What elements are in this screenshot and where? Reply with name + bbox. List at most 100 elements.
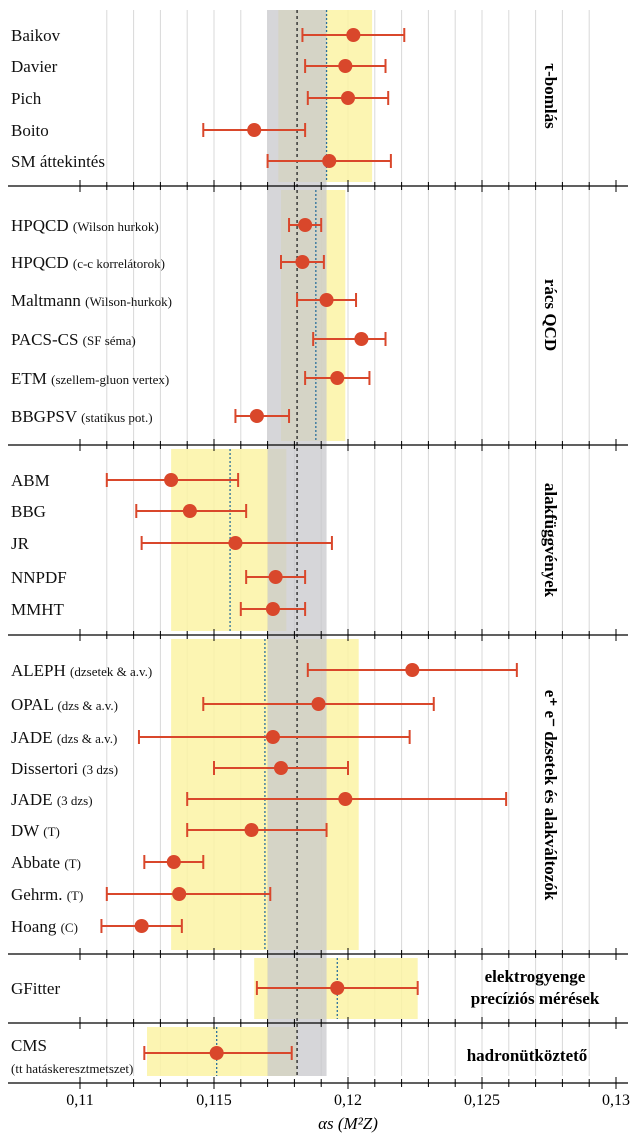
data-point <box>244 823 259 837</box>
measurement-name: OPAL <box>11 695 53 714</box>
data-point <box>164 473 179 487</box>
measurement-name: Davier <box>11 57 58 76</box>
data-point <box>346 28 361 42</box>
data-point <box>295 255 310 269</box>
measurement-name: Gehrm. <box>11 885 62 904</box>
measurement-name: Dissertori <box>11 759 78 778</box>
measurement-name: ETM <box>11 369 47 388</box>
data-point <box>166 855 181 869</box>
measurement-note: (szellem-gluon vertex) <box>51 372 169 387</box>
x-tick-label: 0,115 <box>196 1092 231 1109</box>
measurement-label: MMHT <box>11 600 65 619</box>
measurement-name: Maltmann <box>11 291 81 310</box>
data-point <box>265 602 280 616</box>
measurement-label: DW (T) <box>11 821 60 840</box>
x-tick-label: 0,11 <box>66 1092 93 1109</box>
measurement-label: ABM <box>11 471 50 490</box>
x-tick-label: 0,125 <box>464 1092 500 1109</box>
measurement-label: PACS-CS (SF séma) <box>11 330 136 349</box>
measurement-name: JADE <box>11 790 53 809</box>
measurement-note: (dzsetek & a.v.) <box>70 664 152 679</box>
measurement-name: SM áttekintés <box>11 152 105 171</box>
measurement-name: DW <box>11 821 40 840</box>
measurement-label: CMS <box>11 1036 47 1055</box>
data-point <box>228 536 243 550</box>
group-separators <box>8 180 628 1029</box>
measurement-note: (3 dzs) <box>57 793 93 808</box>
measurement-label: HPQCD (Wilson hurkok) <box>11 216 159 235</box>
measurement-label: BBG <box>11 502 46 521</box>
measurement-label: JADE (dzs & a.v.) <box>11 728 117 747</box>
measurement-label: ALEPH (dzsetek & a.v.) <box>11 661 152 680</box>
measurement-label: BBGPSV (statikus pot.) <box>11 407 153 426</box>
measurement-label: Gehrm. (T) <box>11 885 83 904</box>
measurement-name: Pich <box>11 89 42 108</box>
data-point <box>330 371 345 385</box>
data-point <box>298 218 313 232</box>
measurement-name: ALEPH <box>11 661 66 680</box>
x-axis-label: αs (M²Z) <box>318 1114 378 1133</box>
measurement-note: (T) <box>67 888 84 903</box>
measurement-label: GFitter <box>11 979 60 998</box>
measurement-label: Davier <box>11 57 58 76</box>
measurement-label: Maltmann (Wilson-hurkok) <box>11 291 172 310</box>
measurement-name: Hoang <box>11 917 57 936</box>
measurement-note: (statikus pot.) <box>81 410 153 425</box>
group-title: alakfüggvények <box>541 483 560 598</box>
group-titles: τ-bomlás rács QCD alakfüggvények e⁺ e⁻ dzse… <box>467 63 600 1065</box>
group-title-line: elektrogyenge <box>485 967 586 986</box>
data-point <box>338 59 353 73</box>
measurement-note: (SF séma) <box>83 333 136 348</box>
data-point <box>338 792 353 806</box>
x-axis: 0,11 0,115 0,12 0,125 0,13 αs (M²Z) <box>8 1077 630 1133</box>
measurement-name: JADE <box>11 728 53 747</box>
measurement-name: MMHT <box>11 600 65 619</box>
measurement-name: Abbate <box>11 853 60 872</box>
measurement-name: HPQCD <box>11 253 69 272</box>
measurement-labels: Baikov Davier Pich Boito SM áttekintés HPQCD … <box>11 26 172 1076</box>
data-point <box>341 91 355 105</box>
measurement-name: HPQCD <box>11 216 69 235</box>
x-tick-label: 0,13 <box>602 1092 630 1109</box>
data-point <box>265 730 280 744</box>
measurement-name: NNPDF <box>11 568 67 587</box>
measurement-label: Abbate (T) <box>11 853 81 872</box>
measurement-points <box>100 28 518 1060</box>
measurement-name: PACS-CS <box>11 330 78 349</box>
data-point <box>182 504 197 518</box>
measurement-note: (c-c korrelátorok) <box>73 256 165 271</box>
data-point <box>405 663 420 677</box>
measurement-note: (3 dzs) <box>82 762 118 777</box>
measurement-label: Pich <box>11 89 42 108</box>
measurement-note: (dzs & a.v.) <box>57 731 118 746</box>
data-point <box>247 123 262 137</box>
measurement-label: JADE (3 dzs) <box>11 790 93 809</box>
data-point <box>330 981 345 995</box>
measurement-note: (Wilson-hurkok) <box>85 294 172 309</box>
data-point <box>134 919 149 933</box>
measurement-name: CMS <box>11 1036 47 1055</box>
measurement-name: BBG <box>11 502 46 521</box>
group-title: τ-bomlás <box>541 63 560 129</box>
data-point <box>268 570 283 584</box>
data-point <box>322 154 337 168</box>
measurement-label: ETM (szellem-gluon vertex) <box>11 369 169 388</box>
measurement-label: SM áttekintés <box>11 152 105 171</box>
measurement-name: Baikov <box>11 26 61 45</box>
data-point <box>209 1046 224 1060</box>
measurement-note: (tt hatáskeresztmetszet) <box>11 1061 133 1076</box>
measurement-label: NNPDF <box>11 568 67 587</box>
data-point <box>172 887 187 901</box>
measurement-name: BBGPSV <box>11 407 78 426</box>
measurement-name: GFitter <box>11 979 60 998</box>
data-point <box>319 293 334 307</box>
measurement-label: HPQCD (c-c korrelátorok) <box>11 253 165 272</box>
measurement-name: Boito <box>11 121 49 140</box>
group-band <box>171 639 359 950</box>
measurement-label: Baikov <box>11 26 61 45</box>
measurement-note: (T) <box>64 856 81 871</box>
data-point <box>249 409 264 423</box>
measurement-note: (C) <box>61 920 78 935</box>
measurement-label: OPAL (dzs & a.v.) <box>11 695 118 714</box>
